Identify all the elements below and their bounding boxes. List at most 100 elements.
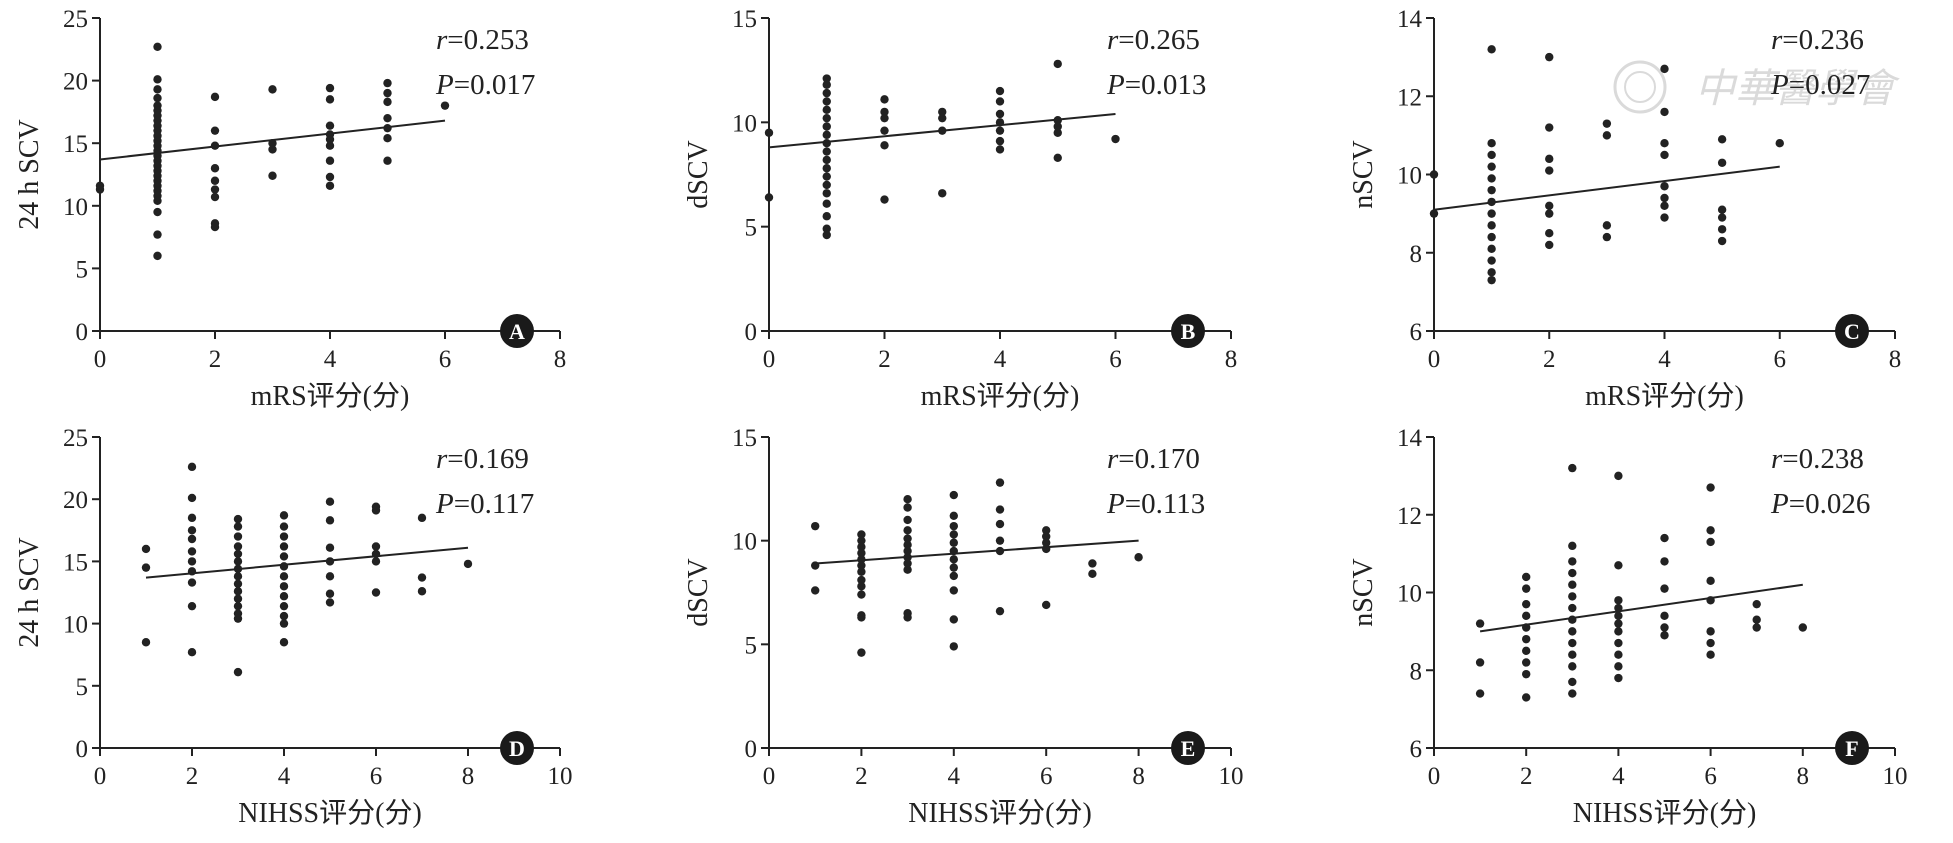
y-tick-label: 0 xyxy=(745,736,758,763)
data-point xyxy=(1545,52,1554,62)
x-tick-label: 0 xyxy=(763,346,776,373)
stat-p-value: =0.027 xyxy=(1789,69,1871,101)
data-point xyxy=(857,530,866,539)
data-point xyxy=(938,189,947,198)
data-point xyxy=(1602,221,1612,230)
data-point xyxy=(187,526,197,535)
data-point xyxy=(857,648,866,657)
data-point xyxy=(371,506,381,515)
y-axis-label: dSCV xyxy=(683,140,714,208)
data-point xyxy=(1487,221,1496,230)
data-point xyxy=(463,559,473,569)
data-point xyxy=(880,126,889,135)
data-point xyxy=(1042,526,1051,535)
data-point xyxy=(1752,599,1761,609)
data-point xyxy=(995,97,1005,106)
data-point xyxy=(1752,615,1761,624)
y-tick-label: 14 xyxy=(1397,425,1423,452)
stat-r-symbol: r xyxy=(1771,24,1783,56)
x-tick-label: 2 xyxy=(209,346,222,373)
stat-r-value: =0.265 xyxy=(1118,24,1200,56)
y-tick-label: 25 xyxy=(63,425,88,452)
data-point xyxy=(822,164,831,173)
data-point xyxy=(1475,619,1485,628)
data-point xyxy=(141,638,151,647)
x-tick-label: 0 xyxy=(763,763,776,790)
data-point xyxy=(949,615,958,624)
data-point xyxy=(210,141,220,150)
data-point xyxy=(1568,662,1577,671)
panel-letter-badge xyxy=(1835,314,1869,348)
data-point xyxy=(949,571,958,581)
y-axis-label: nSCV xyxy=(1348,140,1379,208)
data-point xyxy=(1487,185,1496,195)
data-point xyxy=(1522,623,1531,632)
data-point xyxy=(938,113,947,123)
data-point xyxy=(371,549,381,559)
data-point xyxy=(1053,116,1062,125)
x-tick-label: 4 xyxy=(948,763,961,790)
watermark-seal-inner-icon xyxy=(1624,71,1656,103)
panel-letter-badge xyxy=(500,314,534,348)
x-tick-label: 0 xyxy=(94,346,107,373)
data-point xyxy=(187,648,197,657)
data-point xyxy=(1053,122,1062,131)
data-point xyxy=(1429,170,1439,179)
x-tick-label: 8 xyxy=(462,763,475,790)
stat-p-value: =0.117 xyxy=(454,488,535,520)
x-tick-label: 2 xyxy=(186,763,199,790)
data-point xyxy=(995,109,1005,119)
x-tick-label: 4 xyxy=(1612,763,1625,790)
watermark: 中華醫學會 xyxy=(1613,60,1900,114)
data-point xyxy=(1568,638,1577,648)
stat-p-symbol: P xyxy=(1106,69,1125,101)
data-point xyxy=(1660,193,1669,203)
data-point xyxy=(371,588,381,597)
data-point xyxy=(1522,572,1531,582)
x-tick-label: 6 xyxy=(1704,763,1717,790)
regression-line xyxy=(1433,165,1780,211)
data-point xyxy=(822,113,831,123)
data-point xyxy=(325,135,335,144)
data-point xyxy=(903,540,912,550)
y-tick-label: 15 xyxy=(732,6,757,33)
data-point xyxy=(1568,650,1577,659)
y-tick-label: 5 xyxy=(745,215,758,242)
data-point xyxy=(1717,205,1727,214)
data-point xyxy=(822,172,831,181)
data-point xyxy=(822,139,831,148)
data-point xyxy=(1487,150,1496,160)
data-point xyxy=(764,193,774,202)
data-point xyxy=(383,97,392,107)
data-point xyxy=(1614,673,1623,683)
x-tick-label: 4 xyxy=(994,346,1007,373)
data-point xyxy=(1522,693,1531,702)
y-tick-label: 20 xyxy=(63,487,88,514)
stat-r-value: =0.253 xyxy=(447,24,529,56)
x-axis-label: NIHSS评分(分) xyxy=(908,798,1092,829)
panel-letter: C xyxy=(1844,319,1860,344)
data-point xyxy=(1545,201,1554,210)
data-point xyxy=(417,513,427,523)
data-point xyxy=(187,601,197,611)
panel-letter: A xyxy=(509,319,525,344)
data-point xyxy=(822,105,831,115)
data-point xyxy=(1717,236,1727,246)
panel-letter-badge xyxy=(1171,731,1205,765)
x-tick-label: 8 xyxy=(554,346,567,373)
data-point xyxy=(233,542,243,551)
data-point xyxy=(1568,615,1577,624)
data-point xyxy=(1706,638,1715,648)
data-point xyxy=(1660,182,1669,191)
data-point xyxy=(903,553,912,562)
panel-letter: E xyxy=(1181,736,1196,761)
data-point xyxy=(949,538,958,547)
y-tick-label: 15 xyxy=(63,131,88,158)
data-point xyxy=(949,555,958,564)
data-point xyxy=(1614,561,1623,570)
data-point xyxy=(233,564,243,574)
data-point xyxy=(279,522,289,531)
data-point xyxy=(210,185,220,194)
data-point xyxy=(279,638,289,647)
data-point xyxy=(822,230,831,240)
